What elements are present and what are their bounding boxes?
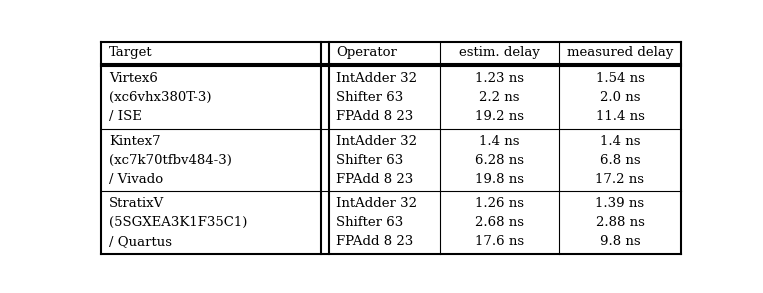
Text: StratixV
(5SGXEA3K1F35C1)
/ Quartus: StratixV (5SGXEA3K1F35C1) / Quartus <box>109 197 247 248</box>
Text: Target: Target <box>109 46 153 59</box>
Text: 1.4 ns
6.8 ns
17.2 ns: 1.4 ns 6.8 ns 17.2 ns <box>595 135 645 186</box>
Text: measured delay: measured delay <box>567 46 673 59</box>
Text: Kintex7
(xc7k70tfbv484-3)
/ Vivado: Kintex7 (xc7k70tfbv484-3) / Vivado <box>109 135 232 186</box>
Text: IntAdder 32
Shifter 63
FPAdd 8 23: IntAdder 32 Shifter 63 FPAdd 8 23 <box>336 72 417 123</box>
Text: IntAdder 32
Shifter 63
FPAdd 8 23: IntAdder 32 Shifter 63 FPAdd 8 23 <box>336 135 417 186</box>
Text: Operator: Operator <box>336 46 398 59</box>
Text: estim. delay: estim. delay <box>459 46 540 59</box>
Text: 1.39 ns
2.88 ns
9.8 ns: 1.39 ns 2.88 ns 9.8 ns <box>595 197 645 248</box>
Text: 1.26 ns
2.68 ns
17.6 ns: 1.26 ns 2.68 ns 17.6 ns <box>475 197 524 248</box>
Text: 1.23 ns
2.2 ns
19.2 ns: 1.23 ns 2.2 ns 19.2 ns <box>475 72 524 123</box>
Text: Virtex6
(xc6vhx380T-3)
/ ISE: Virtex6 (xc6vhx380T-3) / ISE <box>109 72 211 123</box>
Text: 1.54 ns
2.0 ns
11.4 ns: 1.54 ns 2.0 ns 11.4 ns <box>595 72 645 123</box>
Text: 1.4 ns
6.28 ns
19.8 ns: 1.4 ns 6.28 ns 19.8 ns <box>475 135 524 186</box>
Text: IntAdder 32
Shifter 63
FPAdd 8 23: IntAdder 32 Shifter 63 FPAdd 8 23 <box>336 197 417 248</box>
